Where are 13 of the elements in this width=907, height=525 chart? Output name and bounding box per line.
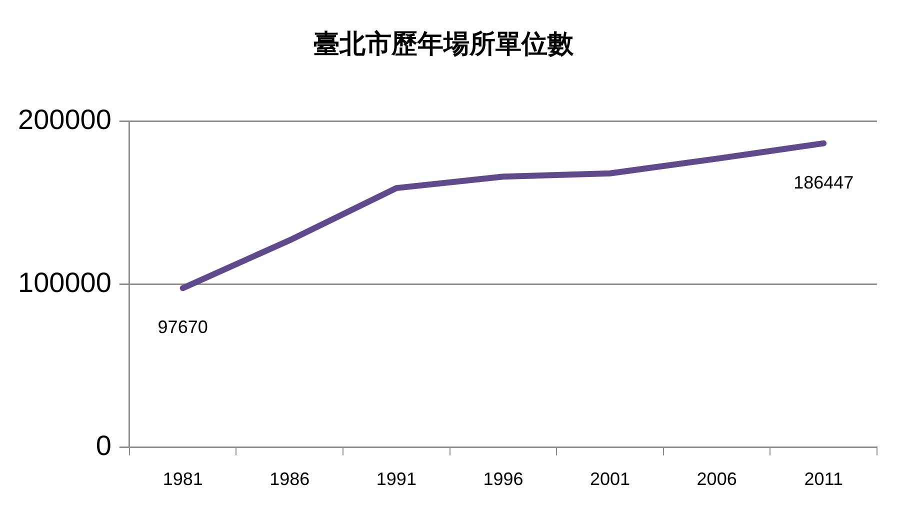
x-tick-label: 1991	[376, 469, 416, 490]
y-tick-label: 100000	[18, 267, 112, 298]
x-tick-label: 1996	[483, 469, 524, 490]
x-tick-label: 1986	[270, 469, 310, 490]
x-tick-label: 2001	[590, 469, 630, 490]
y-tick-label: 200000	[18, 104, 112, 135]
data-label: 97670	[158, 317, 208, 338]
x-tick-label: 2006	[696, 469, 737, 490]
y-tick-label: 0	[96, 430, 112, 462]
data-label: 186447	[794, 172, 854, 192]
x-tick-label: 1981	[162, 469, 203, 490]
x-tick-label: 2011	[804, 469, 843, 490]
chart-title: 臺北市歷年場所單位數	[314, 29, 574, 60]
